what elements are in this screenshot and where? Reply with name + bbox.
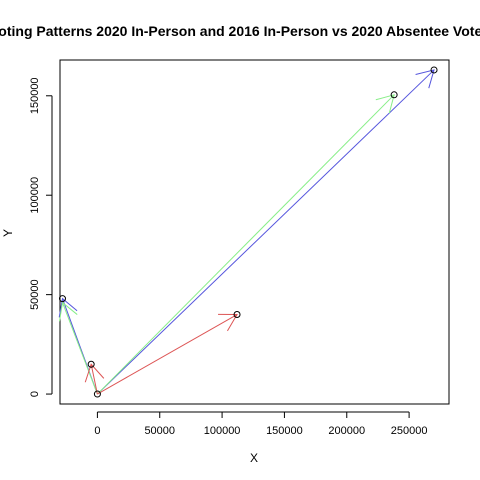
x-axis: 0 50000 100000 150000 200000 250000 — [94, 411, 428, 437]
y-tick-label: 50000 — [29, 279, 41, 310]
arrow-head — [84, 363, 105, 383]
arrow-head — [58, 301, 78, 322]
arrow-shaft — [62, 302, 98, 395]
y-tick-label: 150000 — [29, 77, 41, 114]
x-tick-label: 50000 — [144, 425, 175, 437]
arrow-shaft — [97, 94, 395, 395]
x-axis-label: X — [250, 451, 258, 465]
data-point — [93, 390, 101, 398]
arrow-head — [375, 94, 395, 114]
y-axis-label: Y — [1, 229, 15, 237]
x-tick-label: 200000 — [328, 425, 365, 437]
chart-title: Voting Patterns 2020 In-Person and 2016 … — [0, 23, 480, 39]
x-tick-label: 250000 — [391, 425, 428, 437]
data-point — [58, 295, 66, 303]
x-tick-label: 100000 — [204, 425, 241, 437]
y-axis: 0 50000 100000 150000 — [29, 77, 53, 397]
arrow-head — [218, 313, 238, 332]
plot-frame — [59, 59, 450, 405]
x-tick-label: 150000 — [266, 425, 303, 437]
data-point — [233, 311, 241, 319]
arrow-head — [415, 69, 435, 89]
arrow-series — [58, 69, 435, 395]
arrow-shaft — [97, 314, 238, 395]
data-point — [430, 66, 438, 74]
data-points — [58, 66, 438, 398]
y-tick-label: 0 — [29, 391, 41, 397]
arrow-head — [58, 297, 78, 318]
x-tick-label: 0 — [94, 425, 100, 437]
arrow-shaft — [97, 69, 435, 395]
data-point — [87, 360, 95, 368]
arrow-shaft — [90, 364, 98, 395]
y-tick-label: 100000 — [29, 177, 41, 214]
data-point — [390, 91, 398, 99]
